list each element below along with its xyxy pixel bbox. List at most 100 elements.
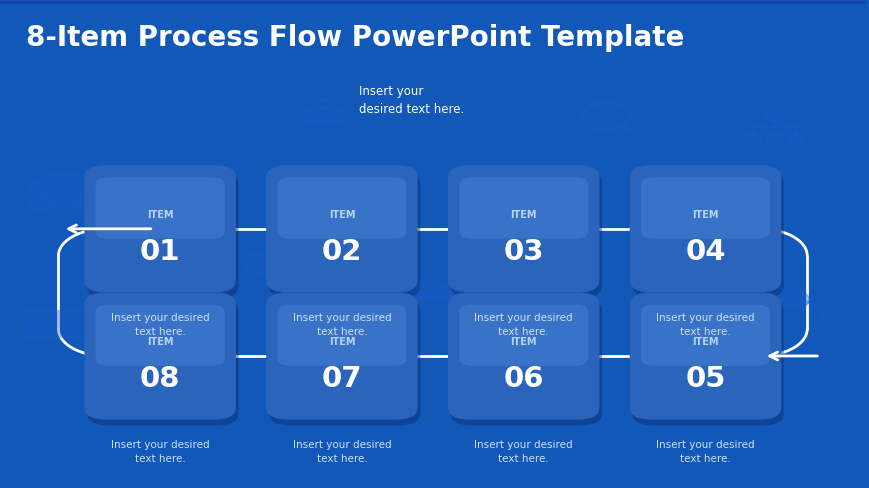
Bar xyxy=(0,0,865,3)
FancyBboxPatch shape xyxy=(448,293,599,420)
Bar xyxy=(0,1,865,3)
Bar xyxy=(0,0,865,3)
Bar xyxy=(0,2,865,5)
Text: Insert your desired
text here.: Insert your desired text here. xyxy=(474,439,573,463)
Bar xyxy=(0,1,865,4)
Bar xyxy=(0,1,865,4)
Bar xyxy=(0,1,865,3)
Bar xyxy=(0,1,865,4)
Bar xyxy=(0,2,865,4)
Text: 07: 07 xyxy=(322,364,362,392)
Bar xyxy=(0,2,865,4)
Circle shape xyxy=(47,202,61,210)
Bar xyxy=(0,0,865,3)
Bar xyxy=(0,1,865,4)
FancyBboxPatch shape xyxy=(269,172,420,299)
Bar xyxy=(0,2,865,4)
FancyBboxPatch shape xyxy=(84,166,235,293)
Circle shape xyxy=(242,254,255,261)
Text: Insert your desired
text here.: Insert your desired text here. xyxy=(655,439,754,463)
Bar xyxy=(0,0,865,3)
Bar xyxy=(0,1,865,4)
Text: Insert your desired
text here.: Insert your desired text here. xyxy=(110,439,209,463)
Bar xyxy=(0,2,865,5)
Bar xyxy=(0,1,865,3)
Bar xyxy=(0,1,865,4)
Bar xyxy=(0,1,865,4)
Bar xyxy=(0,1,865,3)
Bar xyxy=(0,1,865,4)
Circle shape xyxy=(254,269,265,276)
Bar xyxy=(0,1,865,3)
Bar xyxy=(0,1,865,4)
FancyBboxPatch shape xyxy=(87,299,238,426)
Bar xyxy=(0,0,865,3)
Bar xyxy=(0,0,865,3)
Bar xyxy=(0,0,865,2)
Bar xyxy=(0,1,865,3)
Bar xyxy=(0,1,865,3)
Bar xyxy=(0,0,865,2)
Bar xyxy=(0,1,865,4)
Bar xyxy=(0,0,865,3)
Circle shape xyxy=(422,281,442,293)
Bar xyxy=(0,2,865,4)
Bar xyxy=(0,1,865,3)
Bar xyxy=(0,1,865,4)
Bar xyxy=(0,2,865,5)
FancyBboxPatch shape xyxy=(450,172,601,299)
Circle shape xyxy=(69,202,83,210)
Bar xyxy=(0,1,865,4)
Bar xyxy=(0,0,865,2)
Bar xyxy=(0,1,865,3)
Bar xyxy=(0,0,865,2)
Bar xyxy=(0,1,865,4)
Circle shape xyxy=(80,191,93,199)
Bar xyxy=(0,2,865,4)
Bar xyxy=(0,2,865,4)
FancyBboxPatch shape xyxy=(632,299,783,426)
Bar xyxy=(0,0,865,3)
Bar xyxy=(0,0,865,3)
Bar xyxy=(0,0,865,2)
Bar xyxy=(0,2,865,4)
Circle shape xyxy=(264,266,276,273)
Bar xyxy=(0,0,865,2)
Bar xyxy=(0,0,865,3)
Bar xyxy=(0,1,865,4)
FancyBboxPatch shape xyxy=(640,305,769,366)
Bar xyxy=(0,1,865,4)
Text: 01: 01 xyxy=(140,237,180,265)
Bar xyxy=(0,1,865,3)
Circle shape xyxy=(254,251,265,258)
Bar xyxy=(0,0,865,2)
Bar xyxy=(0,2,865,5)
Circle shape xyxy=(69,181,83,188)
Bar xyxy=(0,2,865,4)
Bar xyxy=(0,2,865,4)
Bar xyxy=(0,0,865,3)
Bar xyxy=(0,0,865,2)
Bar xyxy=(0,0,865,3)
Bar xyxy=(0,2,865,4)
Bar xyxy=(0,1,865,3)
FancyBboxPatch shape xyxy=(96,178,224,239)
Text: ITEM: ITEM xyxy=(510,210,536,220)
Bar xyxy=(0,0,865,3)
Bar xyxy=(0,2,865,5)
Bar xyxy=(0,2,865,4)
Bar xyxy=(0,1,865,4)
Bar xyxy=(0,1,865,4)
Text: Insert your
desired text here.: Insert your desired text here. xyxy=(359,84,464,116)
FancyBboxPatch shape xyxy=(450,299,601,426)
Bar xyxy=(0,0,865,3)
Bar xyxy=(0,0,865,2)
Bar xyxy=(0,1,865,3)
Bar xyxy=(0,0,865,3)
Bar xyxy=(0,0,865,3)
Bar xyxy=(0,0,865,3)
FancyBboxPatch shape xyxy=(632,172,783,299)
Bar xyxy=(0,1,865,4)
Text: ITEM: ITEM xyxy=(147,210,173,220)
Text: ITEM: ITEM xyxy=(692,210,718,220)
